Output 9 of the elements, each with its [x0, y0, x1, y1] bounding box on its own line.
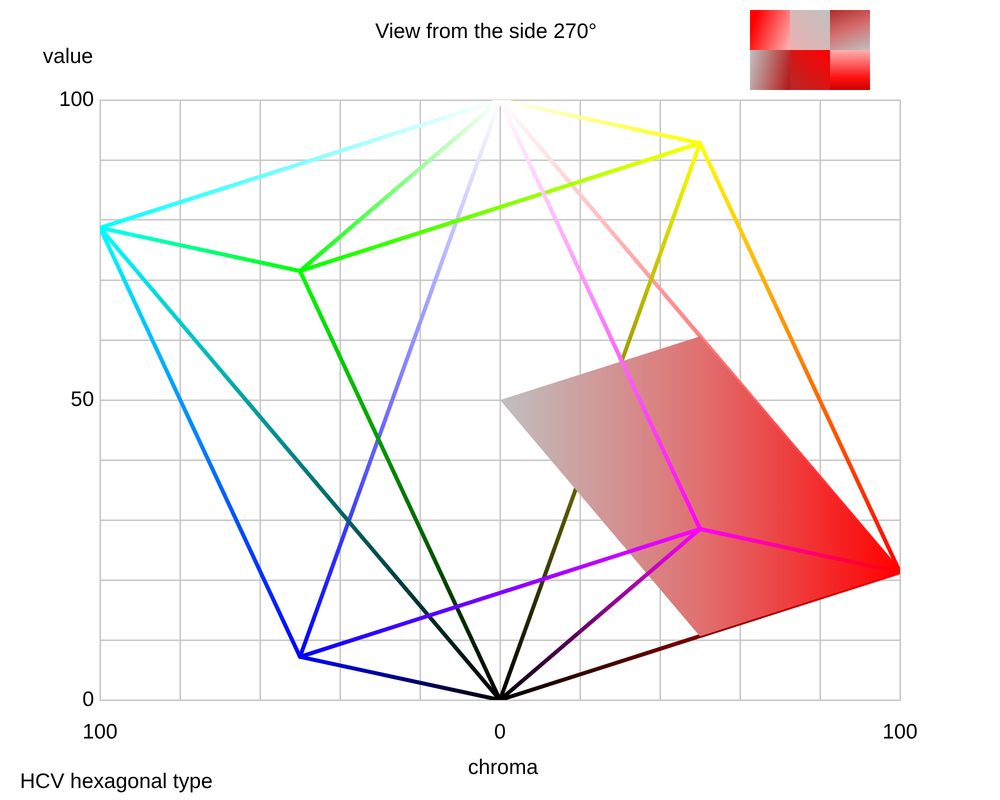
x-tick-label: 100 — [882, 720, 918, 744]
y-axis-title: value — [42, 44, 94, 68]
y-tick-label: 0 — [82, 688, 94, 711]
chart-title: View from the side 270° — [375, 20, 597, 43]
x-tick-label: 0 — [494, 720, 506, 744]
x-axis-title: chroma — [468, 756, 538, 779]
y-tick-label: 50 — [70, 388, 94, 411]
text: HCV hexagonal type — [20, 770, 213, 793]
y-tick-label: 100 — [58, 88, 94, 111]
